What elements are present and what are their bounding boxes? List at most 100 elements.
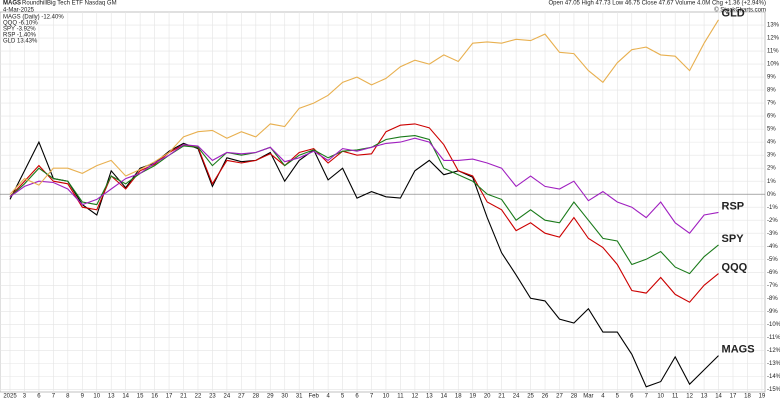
x-tick-label: 5 — [341, 394, 345, 400]
y-tick-label: 5% — [767, 127, 776, 133]
y-tick-label: -7% — [767, 283, 778, 289]
x-tick-label: 21 — [498, 394, 505, 400]
y-tick-label: -6% — [767, 270, 778, 276]
legend-entry: GLD 13.43% — [3, 39, 38, 45]
y-tick-label: -11% — [767, 335, 780, 341]
x-tick-label: 17 — [166, 394, 173, 400]
x-tick-label: 26 — [542, 394, 549, 400]
y-tick-label: -9% — [767, 309, 778, 315]
x-tick-label: 4 — [601, 394, 605, 400]
y-tick-label: 4% — [767, 140, 776, 146]
x-tick-label: 14 — [440, 394, 447, 400]
y-tick-label: 11% — [767, 49, 779, 55]
legend-entry: MAGS (Daily) -12.40% — [3, 15, 64, 21]
x-tick-label: 13 — [426, 394, 433, 400]
end-label: QQQ — [722, 261, 748, 273]
x-tick-label: 6 — [37, 394, 41, 400]
x-tick-label: 2025 — [3, 394, 17, 400]
x-tick-label: 12 — [412, 394, 419, 400]
legend-entry: RSP -1.40% — [3, 33, 37, 39]
x-tick-label: 5 — [616, 394, 620, 400]
legend-entry: QQQ -6.10% — [3, 21, 38, 27]
x-tick-label: 3 — [23, 394, 27, 400]
y-tick-label: -10% — [767, 322, 780, 328]
x-tick-label: 10 — [93, 394, 100, 400]
y-tick-label: 13% — [767, 23, 780, 29]
x-tick-label: 19 — [759, 394, 766, 400]
x-tick-label: 30 — [281, 394, 288, 400]
credit: © StockCharts.com — [714, 7, 766, 14]
x-tick-label: 28 — [252, 394, 259, 400]
x-tick-label: 31 — [296, 394, 303, 400]
end-label: GLD — [722, 8, 745, 20]
x-tick-label: 23 — [209, 394, 216, 400]
quote: Open 47.05 High 47.73 Low 46.75 Close 47… — [549, 1, 766, 7]
x-tick-label: 7 — [645, 394, 649, 400]
x-tick-label: 10 — [657, 394, 664, 400]
x-tick-label: 22 — [195, 394, 202, 400]
x-tick-label: 18 — [455, 394, 462, 400]
x-tick-label: 27 — [556, 394, 563, 400]
x-tick-label: 29 — [267, 394, 274, 400]
y-tick-label: -5% — [767, 257, 778, 263]
x-tick-label: 16 — [151, 394, 158, 400]
y-tick-label: 8% — [767, 88, 776, 94]
y-tick-label: 1% — [767, 179, 776, 185]
symbol: MAGS — [3, 1, 21, 7]
x-tick-label: 12 — [686, 394, 693, 400]
date: 4-Mar-2025 — [3, 8, 35, 14]
x-tick-label: 9 — [81, 394, 85, 400]
x-tick-label: 19 — [469, 394, 476, 400]
y-tick-label: -15% — [767, 387, 780, 393]
x-tick-label: 13 — [701, 394, 708, 400]
end-label: RSP — [722, 200, 745, 212]
y-tick-label: 6% — [767, 114, 776, 120]
x-tick-label: 7 — [52, 394, 56, 400]
x-tick-label: 18 — [744, 394, 751, 400]
y-tick-label: -3% — [767, 231, 778, 237]
series-line — [9, 135, 719, 275]
x-tick-label: 7 — [370, 394, 374, 400]
x-tick-label: Mar — [583, 394, 593, 400]
end-label: SPY — [722, 233, 745, 245]
y-tick-label: -12% — [767, 348, 780, 354]
x-tick-label: 4 — [326, 394, 330, 400]
x-tick-label: 8 — [66, 394, 70, 400]
series-line — [9, 123, 719, 303]
x-tick-label: 20 — [484, 394, 491, 400]
x-tick-label: 24 — [513, 394, 520, 400]
plot-area — [0, 11, 766, 393]
y-tick-label: -13% — [767, 361, 780, 367]
x-tick-label: 11 — [397, 394, 404, 400]
y-tick-label: 7% — [767, 101, 776, 107]
y-tick-label: 12% — [767, 36, 780, 42]
x-tick-label: 13 — [108, 394, 115, 400]
x-tick-label: 15 — [137, 394, 144, 400]
y-tick-label: -8% — [767, 296, 778, 302]
y-tick-label: -1% — [767, 205, 778, 211]
x-tick-label: 14 — [715, 394, 722, 400]
y-tick-label: 9% — [767, 75, 776, 81]
description: RoundhillBig Tech ETF Nasdaq GM — [22, 1, 117, 7]
x-tick-label: 17 — [730, 394, 737, 400]
x-tick-label: 27 — [238, 394, 245, 400]
y-tick-label: -2% — [767, 218, 778, 224]
x-tick-label: 28 — [571, 394, 578, 400]
y-tick-label: -4% — [767, 244, 778, 250]
series-line — [9, 140, 719, 388]
x-tick-label: 14 — [122, 394, 129, 400]
y-tick-label: 3% — [767, 153, 776, 159]
end-label: MAGS — [722, 343, 755, 355]
x-tick-label: 25 — [527, 394, 534, 400]
series-line — [9, 137, 719, 234]
y-tick-label: -14% — [767, 374, 780, 380]
x-tick-label: 11 — [672, 394, 679, 400]
x-tick-label: 10 — [383, 394, 390, 400]
series-line — [9, 19, 719, 195]
x-tick-label: Feb — [308, 394, 319, 400]
x-tick-label: 6 — [355, 394, 359, 400]
y-tick-label: 0% — [767, 192, 776, 198]
x-tick-label: 24 — [224, 394, 231, 400]
x-tick-label: 21 — [180, 394, 187, 400]
